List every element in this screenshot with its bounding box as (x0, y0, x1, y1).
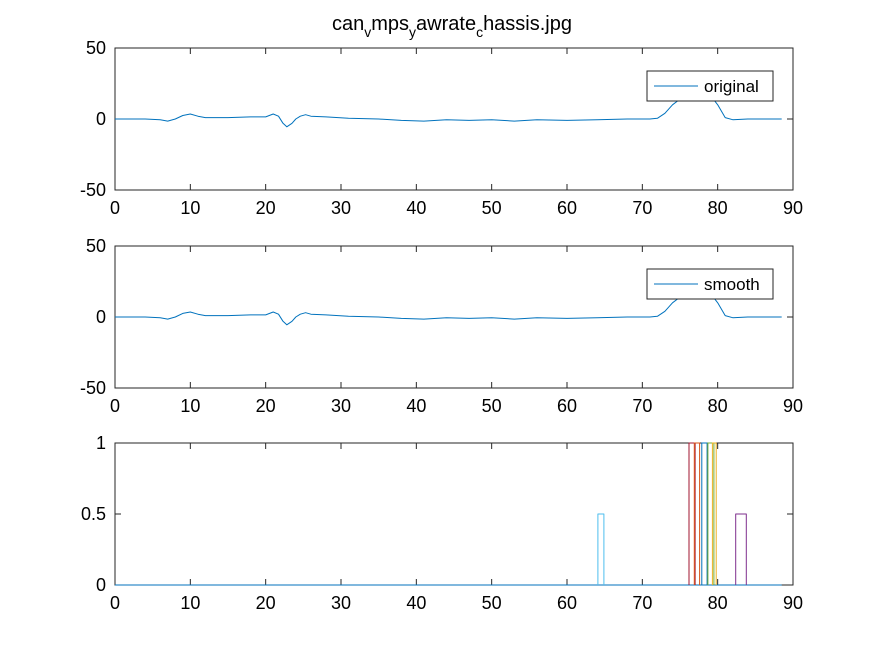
figure-title: canvmpsyawratechassis.jpg (332, 13, 572, 40)
x-tick-label: 20 (256, 198, 276, 218)
x-tick-label: 50 (482, 593, 502, 613)
x-tick-label: 30 (331, 593, 351, 613)
x-tick-label: 70 (632, 198, 652, 218)
series-line-1 (597, 513, 605, 585)
x-tick-label: 90 (783, 593, 803, 613)
y-tick-label: 1 (96, 433, 106, 453)
x-tick-label: 70 (632, 593, 652, 613)
legend: smooth (646, 268, 774, 300)
series-line-3 (693, 442, 701, 585)
x-tick-label: 80 (708, 396, 728, 416)
x-tick-label: 50 (482, 198, 502, 218)
series-line-7 (735, 513, 747, 585)
x-tick-label: 60 (557, 593, 577, 613)
title-subscript: c (476, 24, 483, 40)
x-tick-label: 60 (557, 198, 577, 218)
x-tick-label: 60 (557, 396, 577, 416)
legend-label: original (704, 77, 759, 96)
panel-bottom: 0 10 20 30 40 50 60 70 80 90 0 0.5 1 (81, 433, 803, 613)
series-line-4 (701, 442, 708, 585)
y-tick-label: 0.5 (81, 504, 106, 524)
x-tick-label: 40 (406, 593, 426, 613)
series-line-5 (707, 442, 715, 585)
legend: original (646, 70, 774, 102)
title-segment: mps (371, 13, 409, 35)
x-tick-label: 50 (482, 396, 502, 416)
x-tick-label: 20 (256, 593, 276, 613)
x-tick-label: 70 (632, 396, 652, 416)
title-subscript: y (409, 24, 416, 40)
axes-box (114, 47, 794, 191)
title-segment: hassis.jpg (483, 13, 572, 35)
x-tick-label: 10 (180, 396, 200, 416)
y-tick-label: 0 (96, 109, 106, 129)
y-tick-label: 50 (86, 38, 106, 58)
x-tick-label: 0 (110, 396, 120, 416)
title-subscript: v (364, 24, 371, 40)
axes-box (114, 245, 794, 389)
x-tick-label: 30 (331, 198, 351, 218)
axes-box (114, 442, 794, 586)
x-tick-label: 90 (783, 396, 803, 416)
x-tick-label: 20 (256, 396, 276, 416)
x-tick-label: 40 (406, 198, 426, 218)
y-tick-label: 0 (96, 307, 106, 327)
x-tick-label: 80 (708, 198, 728, 218)
x-tick-label: 10 (180, 593, 200, 613)
y-tick-label: -50 (80, 378, 106, 398)
x-tick-label: 80 (708, 593, 728, 613)
y-tick-label: 0 (96, 575, 106, 595)
title-segment: awrate (416, 13, 476, 35)
x-tick-label: 90 (783, 198, 803, 218)
x-tick-label: 0 (110, 593, 120, 613)
x-tick-label: 0 (110, 198, 120, 218)
title-segment: can (332, 13, 364, 35)
y-tick-label: -50 (80, 180, 106, 200)
legend-label: smooth (704, 275, 760, 294)
series-line-6 (711, 442, 717, 585)
x-tick-label: 10 (180, 198, 200, 218)
x-tick-label: 30 (331, 396, 351, 416)
series-line-2 (688, 442, 696, 585)
y-tick-label: 50 (86, 236, 106, 256)
x-tick-label: 40 (406, 396, 426, 416)
